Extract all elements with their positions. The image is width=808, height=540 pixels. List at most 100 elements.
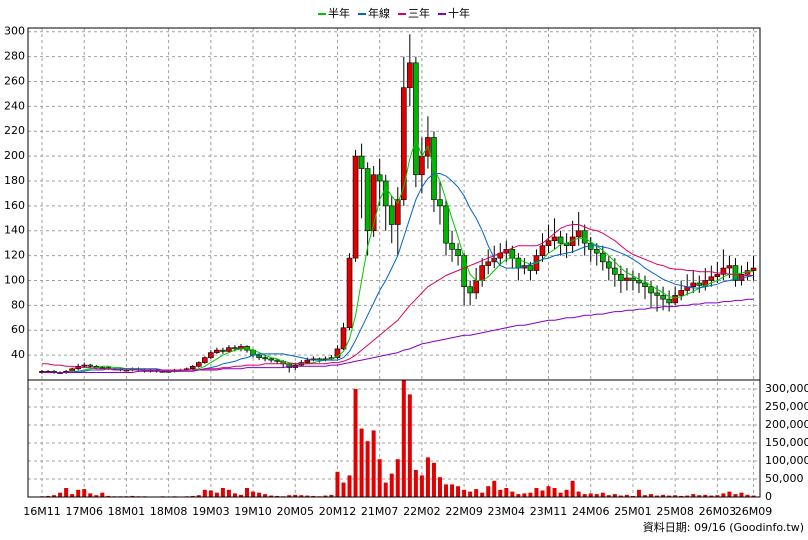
candle-body	[461, 255, 467, 288]
volume-bar	[299, 495, 304, 497]
volume-bar	[220, 488, 225, 497]
volume-bar	[745, 494, 750, 497]
volume-bar	[540, 490, 545, 497]
volume-bar	[486, 486, 491, 497]
candle-body	[606, 261, 612, 269]
candle-body	[268, 358, 274, 361]
x-tick-label: 16M11	[23, 505, 61, 518]
y-tick-label: 160	[4, 199, 25, 212]
candle-body	[624, 277, 630, 281]
x-tick-label: 18M08	[150, 505, 188, 518]
volume-bar	[311, 495, 316, 497]
legend-label: 三年	[408, 6, 430, 20]
volume-bar	[58, 492, 63, 497]
ma-line	[42, 224, 754, 371]
volume-bar	[377, 459, 382, 497]
volume-bar	[636, 489, 641, 497]
x-tick-label: 19M03	[192, 505, 230, 518]
volume-bar	[202, 489, 207, 497]
x-tick-label: 21M07	[361, 505, 399, 518]
y-tick-label: 80	[11, 298, 25, 311]
volume-bar	[721, 493, 726, 497]
candle-body	[648, 286, 654, 294]
candle-body	[304, 359, 311, 363]
volume-bar	[251, 491, 256, 497]
x-tick-label: 22M02	[403, 505, 441, 518]
x-tick-label: 23M11	[530, 505, 568, 518]
volume-bar	[558, 492, 563, 497]
volume-bar	[751, 495, 756, 497]
volume-bar	[106, 495, 111, 497]
y-tick-label: 100	[4, 273, 25, 286]
x-tick-label: 24M06	[572, 505, 610, 518]
y-tick-label: 300,000	[765, 382, 808, 395]
x-tick-label: 20M05	[277, 505, 315, 518]
volume-bar	[600, 492, 605, 497]
candle-body	[636, 280, 642, 284]
candle-body	[720, 267, 727, 275]
x-tick-label: 26M03	[699, 505, 737, 518]
candle-body	[599, 252, 606, 263]
candle-body	[407, 62, 413, 89]
volume-bar	[196, 495, 201, 497]
volume-bar	[727, 491, 732, 497]
candle-body	[708, 276, 715, 281]
volume-bar	[70, 494, 75, 497]
candle-body	[455, 249, 461, 256]
x-tick-label: 22M09	[445, 505, 483, 518]
candle-body	[274, 359, 280, 362]
volume-bar	[407, 394, 412, 497]
candle-body	[696, 282, 703, 286]
volume-bar	[570, 480, 575, 497]
volume-bar	[462, 489, 467, 497]
volume-bar	[504, 488, 509, 497]
volume-bar	[100, 492, 105, 497]
volume-bar	[46, 495, 51, 497]
volume-bar	[492, 480, 497, 497]
candle-body	[232, 347, 238, 350]
candle-body	[437, 199, 443, 207]
volume-bar	[190, 495, 195, 497]
candle-body	[678, 290, 684, 296]
candle-body	[618, 273, 624, 281]
volume-bar	[715, 495, 720, 497]
candle-body	[714, 273, 721, 278]
candle-body	[509, 249, 516, 259]
candle-body	[208, 352, 214, 358]
candle-body	[654, 292, 660, 296]
candle-body	[364, 168, 371, 232]
volume-bar	[667, 495, 672, 497]
ma-line	[42, 298, 754, 373]
candle-body	[666, 298, 672, 304]
candle-body	[630, 277, 636, 281]
candle-body	[449, 242, 455, 250]
volume-bar	[130, 495, 135, 497]
y-tick-label: 140	[4, 224, 25, 237]
volume-bar	[546, 486, 551, 497]
volume-bar	[655, 495, 660, 497]
x-tick-label: 25M08	[656, 505, 694, 518]
candle-body	[467, 286, 473, 294]
y-tick-label: 120	[4, 249, 25, 262]
volume-bar	[437, 477, 442, 497]
volume-bar	[431, 462, 436, 497]
candle-body	[660, 295, 666, 300]
volume-bar	[697, 495, 702, 497]
x-tick-label: 23M04	[488, 505, 526, 518]
candle-body	[413, 62, 419, 176]
volume-bar	[389, 473, 394, 497]
volume-bar	[245, 488, 250, 497]
candle-body	[394, 199, 401, 225]
candle-body	[551, 236, 558, 241]
y-tick-label: 240	[4, 99, 25, 112]
candle-body	[539, 245, 546, 256]
volume-bar	[661, 494, 666, 497]
volume-bar	[425, 457, 430, 497]
x-tick-label: 17M06	[65, 505, 103, 518]
candle-body	[593, 249, 600, 254]
volume-bar	[88, 493, 93, 497]
volume-bar	[359, 428, 364, 497]
volume-bar	[480, 492, 485, 497]
y-tick-label: 200,000	[765, 418, 808, 431]
y-tick-label: 50,000	[765, 472, 804, 485]
